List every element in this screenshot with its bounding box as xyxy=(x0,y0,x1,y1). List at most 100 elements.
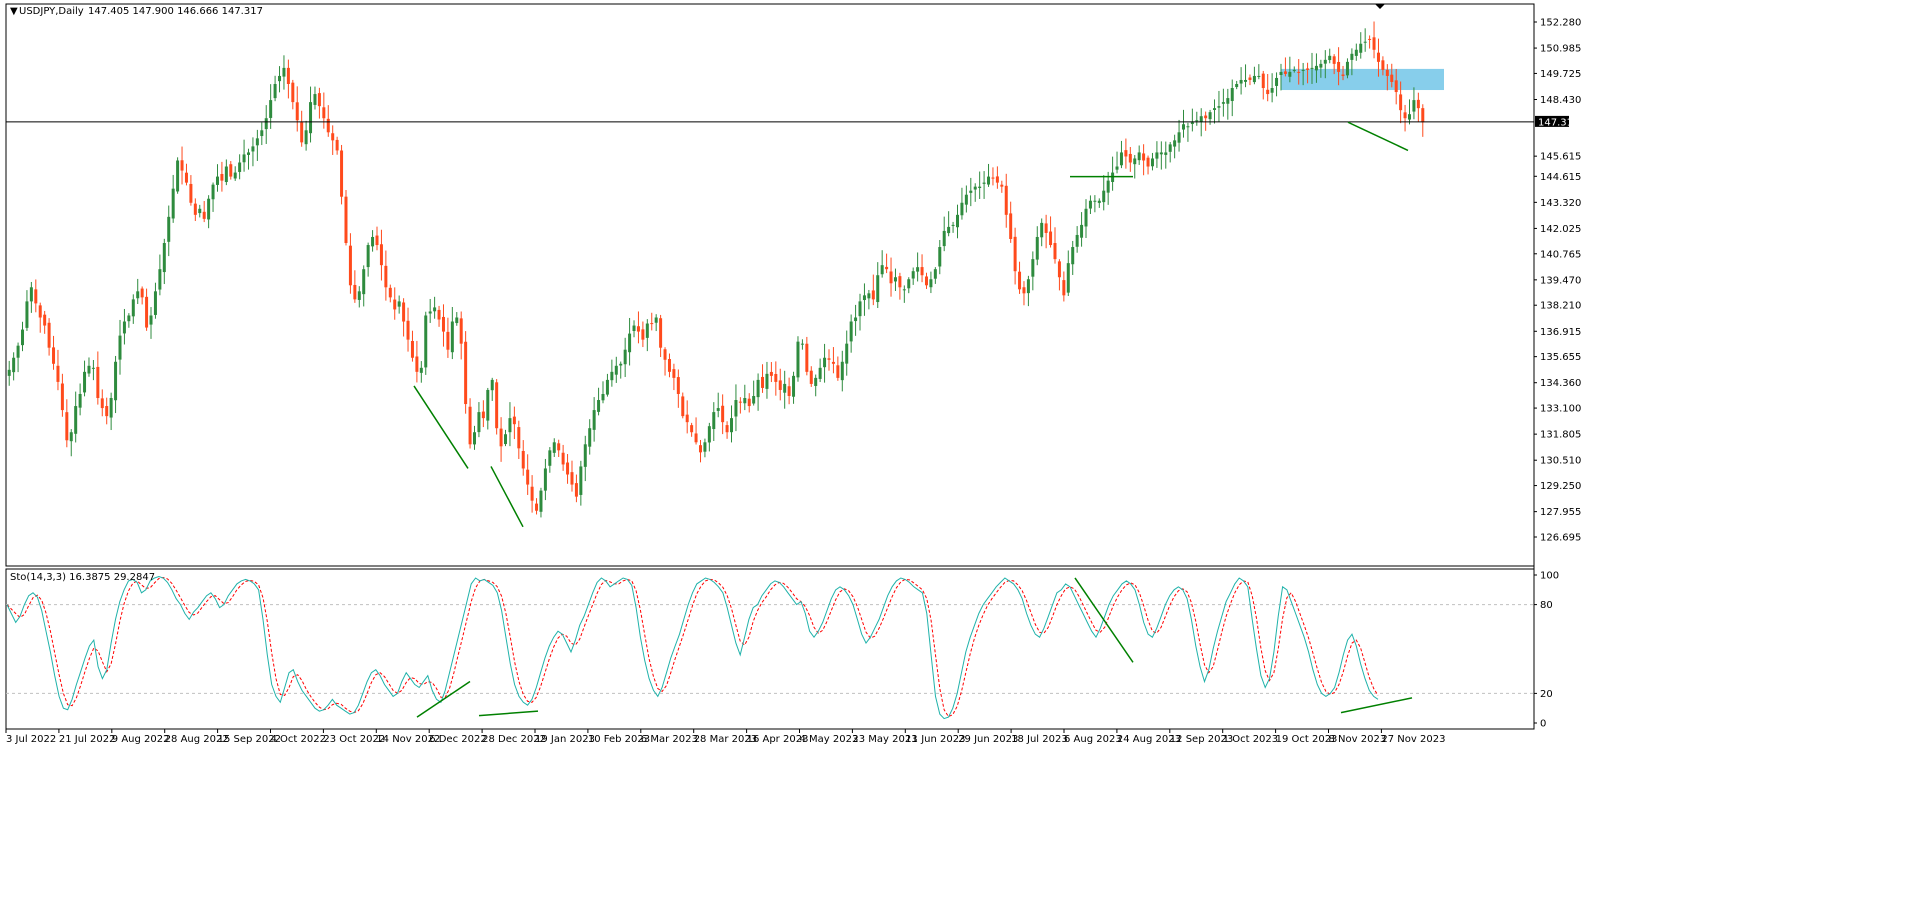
candle-body xyxy=(1057,261,1061,278)
candle xyxy=(340,144,344,205)
trendline-down-1 xyxy=(413,385,469,469)
candle-body xyxy=(145,296,149,328)
candle-body xyxy=(331,133,335,141)
candle xyxy=(1390,63,1394,88)
candle xyxy=(774,361,778,396)
candle xyxy=(880,250,884,278)
candle xyxy=(114,355,118,414)
candle-body xyxy=(264,118,268,130)
candle xyxy=(1261,70,1265,100)
candle-body xyxy=(379,244,383,266)
candle xyxy=(721,394,725,435)
candle-body xyxy=(933,269,937,279)
supply-zone xyxy=(1280,68,1444,91)
candle-body xyxy=(255,138,259,146)
candle xyxy=(805,336,809,376)
candle-body xyxy=(756,379,760,398)
candle xyxy=(1208,109,1212,125)
candle-body xyxy=(459,318,463,344)
candle-body xyxy=(539,490,543,512)
candle-body xyxy=(1150,158,1154,167)
candle-body xyxy=(916,267,920,272)
candle-body xyxy=(1181,124,1185,130)
candle-body xyxy=(1115,166,1119,170)
candle-body xyxy=(1168,144,1172,152)
candle xyxy=(366,242,370,277)
candle-body xyxy=(840,361,844,381)
candle-body xyxy=(122,321,126,334)
candle-body xyxy=(410,340,414,358)
candle-body xyxy=(490,379,494,391)
candle xyxy=(441,304,445,347)
candle xyxy=(1354,43,1358,61)
candle xyxy=(300,110,304,147)
candle xyxy=(1407,99,1411,125)
candle-body xyxy=(1235,83,1239,88)
shift-marker-icon[interactable] xyxy=(1375,4,1385,9)
candle xyxy=(56,349,60,391)
candle xyxy=(1244,64,1248,88)
candle-body xyxy=(114,361,118,401)
time-tick-label: 16 Apr 2023 xyxy=(747,734,809,745)
candle-body xyxy=(561,452,565,465)
candle-body xyxy=(1208,112,1212,120)
candle-body xyxy=(158,269,162,290)
candle xyxy=(87,357,91,377)
candle-body xyxy=(570,472,574,485)
candle-body xyxy=(441,316,445,332)
current-price-tag xyxy=(1535,115,1569,127)
price-tick-label: 131.805 xyxy=(1540,430,1581,441)
candle xyxy=(783,370,787,409)
candle-body xyxy=(849,321,853,342)
candle-body xyxy=(282,67,286,77)
candle-body xyxy=(304,130,308,145)
time-tick-label: 24 Aug 2023 xyxy=(1117,734,1181,745)
candle xyxy=(552,438,556,457)
candle-body xyxy=(1035,236,1039,260)
candle-body xyxy=(1399,94,1403,111)
candle-body xyxy=(987,176,991,185)
candle xyxy=(543,458,547,501)
candle xyxy=(118,319,122,375)
candle xyxy=(924,272,928,289)
candle xyxy=(1195,111,1199,126)
candle-body xyxy=(911,271,915,279)
candle xyxy=(331,125,335,155)
price-tick-label: 134.360 xyxy=(1540,378,1581,389)
candle xyxy=(464,331,468,414)
candle-body xyxy=(278,75,282,82)
trendline-down-3 xyxy=(1347,121,1409,152)
candle xyxy=(964,185,968,213)
candle xyxy=(854,304,858,336)
candle-body xyxy=(450,321,454,353)
candle-body xyxy=(1301,69,1305,71)
candle-body xyxy=(641,329,645,340)
candle xyxy=(535,498,539,515)
candle xyxy=(1173,134,1177,159)
candle-body xyxy=(712,412,716,430)
candle xyxy=(641,321,645,348)
candle-body xyxy=(481,411,485,419)
candle xyxy=(526,454,530,495)
candle-body xyxy=(1022,287,1026,294)
candle xyxy=(1080,212,1084,247)
candle xyxy=(357,286,361,308)
candle xyxy=(1044,214,1048,249)
candle xyxy=(769,362,773,383)
candle xyxy=(845,330,849,376)
chart-menu-icon[interactable]: ▼ xyxy=(10,6,18,17)
candle xyxy=(973,183,977,202)
candle-body xyxy=(827,358,831,360)
candle xyxy=(43,310,47,334)
candle xyxy=(362,265,366,307)
candle-body xyxy=(1071,247,1075,265)
candle-body xyxy=(995,176,999,183)
candle-body xyxy=(1128,153,1132,163)
candle-body xyxy=(1173,140,1177,147)
candle-body xyxy=(597,400,601,412)
candle xyxy=(787,377,791,405)
candle xyxy=(424,311,428,375)
